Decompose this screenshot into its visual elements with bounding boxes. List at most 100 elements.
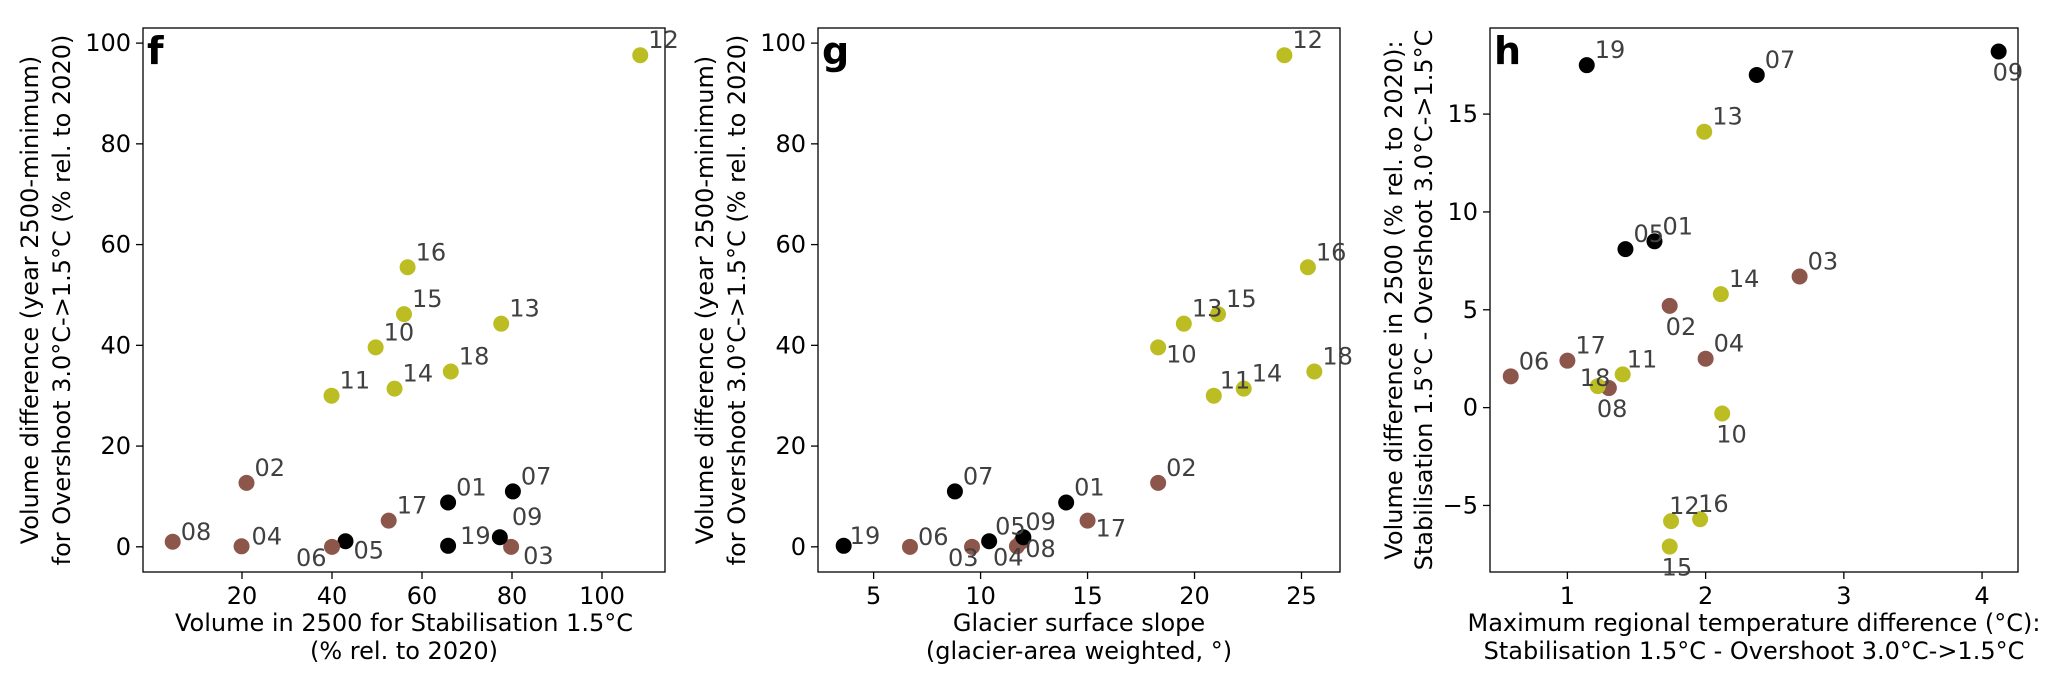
point-label-06: 06 <box>296 544 327 572</box>
data-point-06 <box>901 538 918 555</box>
point-label-15: 15 <box>412 285 443 313</box>
data-point-10 <box>1714 405 1731 422</box>
point-label-19: 19 <box>460 522 491 550</box>
point-label-03: 03 <box>948 544 979 572</box>
data-point-01 <box>1646 233 1663 250</box>
data-point-13 <box>493 315 510 332</box>
data-point-19 <box>440 537 457 554</box>
data-point-19 <box>1578 57 1595 74</box>
point-label-08: 08 <box>1597 395 1628 423</box>
data-point-02 <box>1661 297 1678 314</box>
point-label-13: 13 <box>1192 295 1223 323</box>
point-label-07: 07 <box>1765 46 1796 74</box>
y-axis-label: for Overshoot 3.0°C->1.5°C (% rel. to 20… <box>48 35 76 566</box>
point-label-05: 05 <box>1633 220 1664 248</box>
data-point-18 <box>442 363 459 380</box>
point-label-10: 10 <box>384 318 415 346</box>
x-axis-label: Glacier surface slope <box>953 609 1205 637</box>
point-label-12: 12 <box>1292 26 1323 54</box>
data-point-15 <box>1210 306 1227 323</box>
data-point-17 <box>380 512 397 529</box>
point-label-15: 15 <box>1226 285 1257 313</box>
data-point-09 <box>1990 43 2007 60</box>
data-point-03 <box>503 538 520 555</box>
y-tick-label: 20 <box>775 432 806 460</box>
data-point-18 <box>1306 363 1323 380</box>
x-tick-label: 10 <box>965 582 996 610</box>
point-label-10: 10 <box>1166 340 1197 368</box>
data-point-10 <box>367 339 384 356</box>
y-axis-label: for Overshoot 3.0°C->1.5°C (% rel. to 20… <box>723 35 751 566</box>
x-axis-label: (glacier-area weighted, °) <box>926 637 1232 665</box>
data-point-17 <box>1559 352 1576 369</box>
point-label-07: 07 <box>963 462 994 490</box>
point-label-10: 10 <box>1716 420 1747 448</box>
point-label-12: 12 <box>1669 492 1700 520</box>
y-tick-label: −5 <box>1443 491 1478 519</box>
point-label-11: 11 <box>340 367 371 395</box>
data-point-14 <box>386 380 403 397</box>
data-point-07 <box>946 483 963 500</box>
point-label-19: 19 <box>1595 36 1626 64</box>
data-point-10 <box>1150 339 1167 356</box>
y-tick-label: 0 <box>116 533 131 561</box>
x-axis-label: Stabilisation 1.5°C - Overshoot 3.0°C->1… <box>1484 637 2025 665</box>
x-tick-label: 1 <box>1560 582 1575 610</box>
point-label-19: 19 <box>850 522 881 550</box>
panel-letter: f <box>147 29 164 73</box>
data-point-02 <box>1150 474 1167 491</box>
point-label-15: 15 <box>1662 554 1693 582</box>
axes-frame <box>142 27 666 573</box>
data-point-16 <box>399 259 416 276</box>
x-tick-label: 5 <box>866 582 881 610</box>
data-point-06 <box>324 538 340 555</box>
y-tick-label: 15 <box>1447 100 1478 128</box>
point-label-14: 14 <box>1729 265 1760 293</box>
data-point-04 <box>1697 350 1714 367</box>
data-point-17 <box>1079 512 1096 529</box>
point-label-18: 18 <box>1580 364 1611 392</box>
point-label-17: 17 <box>1096 515 1127 543</box>
point-label-17: 17 <box>397 492 428 520</box>
point-label-12: 12 <box>648 26 679 54</box>
data-point-12 <box>1663 513 1680 530</box>
data-point-13 <box>1696 123 1713 140</box>
y-tick-label: 80 <box>100 130 131 158</box>
data-point-04 <box>233 538 250 555</box>
point-label-05: 05 <box>354 536 385 564</box>
y-tick-label: 80 <box>775 130 806 158</box>
point-label-04: 04 <box>993 543 1024 571</box>
point-label-17: 17 <box>1575 332 1606 360</box>
x-tick-label: 3 <box>1836 582 1851 610</box>
x-tick-label: 80 <box>497 582 528 610</box>
x-tick-label: 60 <box>407 582 438 610</box>
y-tick-label: 60 <box>775 231 806 259</box>
data-point-02 <box>238 474 255 491</box>
data-point-07 <box>504 483 521 500</box>
data-point-11 <box>1205 387 1222 404</box>
x-tick-label: 15 <box>1072 582 1103 610</box>
point-label-01: 01 <box>456 473 487 501</box>
point-label-18: 18 <box>459 343 490 371</box>
data-point-14 <box>1712 286 1729 303</box>
y-axis-label: Stabilisation 1.5°C - Overshoot 3.0°C->1… <box>1410 30 1438 571</box>
y-tick-label: 60 <box>100 231 131 259</box>
data-point-09 <box>1015 529 1032 546</box>
data-point-05 <box>337 533 354 550</box>
point-label-11: 11 <box>1220 367 1251 395</box>
point-label-16: 16 <box>416 238 447 266</box>
y-tick-label: 10 <box>1447 198 1478 226</box>
data-point-16 <box>1692 511 1709 528</box>
data-point-07 <box>1748 66 1765 83</box>
point-label-06: 06 <box>918 523 949 551</box>
point-label-11: 11 <box>1627 345 1658 373</box>
data-point-05 <box>1617 241 1634 258</box>
data-point-12 <box>632 47 649 64</box>
data-point-08 <box>164 533 181 550</box>
data-point-09 <box>491 529 508 546</box>
data-point-15 <box>396 306 412 323</box>
point-label-02: 02 <box>1166 454 1197 482</box>
x-axis-label: Volume in 2500 for Stabilisation 1.5°C <box>175 609 633 637</box>
